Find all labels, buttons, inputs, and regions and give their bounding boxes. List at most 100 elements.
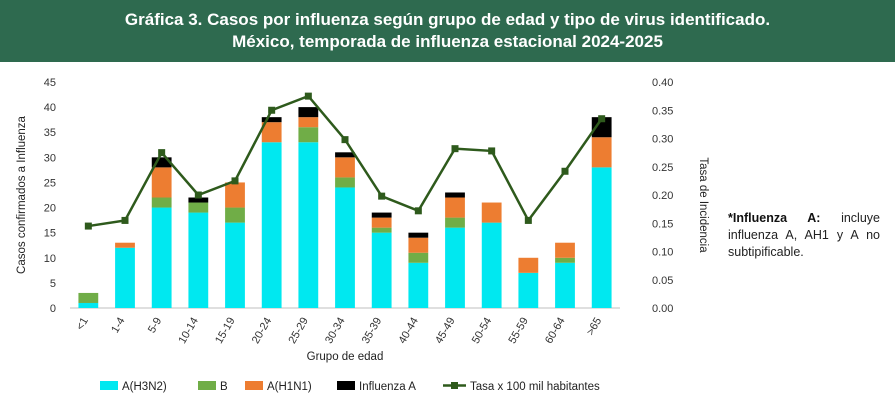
rate-point (158, 149, 166, 157)
influenza-age-chart: 0 5 10 15 20 25 30 35 40 45 0.00 0.05 0.10 0.15 0.20 0.… (16, 77, 709, 393)
rate-point (488, 147, 496, 155)
bar-segment-influenza-a (151, 157, 172, 168)
bar-segment-influenza-a (408, 232, 429, 238)
bar-segment-b (555, 257, 575, 263)
x-tick-label: 5-9 (146, 316, 164, 336)
x-tick-label: 45-49 (433, 316, 457, 346)
rate-point (341, 136, 349, 144)
rate-point (378, 192, 386, 200)
y2-tick-label: 0.05 (652, 275, 673, 287)
y2-tick-label: 0.10 (652, 247, 673, 259)
x-tick-label: 20-24 (250, 316, 274, 346)
bar-segment-b (408, 252, 429, 263)
bar-segment-influenza-a (188, 197, 209, 203)
y2-tick-label: 0.40 (652, 77, 673, 89)
bar-segment-a-h1n1- (518, 257, 539, 273)
y2-tick-label: 0.15 (652, 218, 673, 230)
y2-tick-label: 0.00 (652, 303, 673, 315)
bar-segment-a-h3n2- (115, 247, 135, 308)
bar-segment-influenza-a (445, 192, 465, 198)
bar-segment-a-h3n2- (445, 227, 465, 308)
bar-segment-influenza-a (335, 152, 355, 158)
bar-segment-a-h3n2- (408, 262, 429, 308)
bar-segment-a-h1n1- (261, 122, 282, 143)
y-tick-label: 25 (44, 177, 56, 189)
rate-point (561, 167, 569, 175)
bar-segment-a-h1n1- (298, 117, 319, 128)
rate-point (598, 115, 606, 123)
bar-segment-influenza-a (371, 212, 392, 218)
x-tick-label: 25-29 (286, 316, 310, 346)
rate-point (451, 145, 459, 153)
y2-tick-label: 0.30 (652, 134, 673, 146)
x-axis-title: Grupo de edad (307, 351, 384, 363)
legend-label: B (220, 381, 228, 393)
bar-segment-a-h1n1- (371, 217, 392, 228)
y-tick-label: 30 (44, 152, 56, 164)
legend-swatch (245, 381, 263, 390)
y2-tick-label: 0.35 (652, 105, 673, 117)
legend-swatch (100, 381, 118, 390)
bar-segment-b (445, 217, 465, 228)
rate-point (121, 216, 129, 224)
y-axis-title: Casos confirmados a Influenza (16, 115, 28, 273)
bar-segment-a-h3n2- (518, 272, 539, 308)
bar-segment-a-h3n2- (481, 222, 502, 308)
y2-axis-title: Tasa de Incidencia (697, 157, 709, 253)
chart-title-line-2: México, temporada de influenza estaciona… (232, 32, 663, 51)
y2-tick-label: 0.20 (652, 190, 673, 202)
rate-point (304, 92, 312, 100)
rate-point (231, 177, 239, 185)
bar-segment-b (225, 207, 245, 223)
influenza-a-footnote: *Influenza A: incluye influenza A, AH1 y… (728, 210, 880, 261)
bar-segment-a-h1n1- (408, 237, 429, 253)
legend-label: A(H3N2) (122, 381, 167, 393)
bar-segment-a-h1n1- (591, 137, 612, 168)
y-tick-label: 35 (44, 127, 56, 139)
x-tick-label: 1-4 (109, 316, 127, 336)
bar-segment-b (151, 197, 172, 208)
x-tick-label: 55-59 (506, 316, 530, 346)
bar-segment-a-h3n2- (371, 232, 392, 308)
x-tick-label: 50-54 (470, 315, 494, 345)
x-tick-label: 40-44 (396, 316, 420, 346)
x-tick-label: >65 (585, 316, 605, 338)
y-tick-label: 40 (44, 102, 56, 114)
bar-segment-a-h1n1- (151, 167, 172, 198)
x-tick-label: 30-34 (323, 316, 347, 346)
y-tick-label: 5 (50, 278, 56, 290)
chart-title-banner: Gráfica 3. Casos por influenza según gru… (0, 0, 895, 62)
legend-swatch (198, 381, 216, 390)
bar-segment-a-h1n1- (225, 182, 245, 208)
x-tick-label: 15-19 (213, 316, 237, 346)
x-tick-label: 60-64 (543, 316, 567, 346)
footnote-term: *Influenza A: (728, 211, 821, 225)
y-tick-label: 20 (44, 203, 56, 215)
rate-point (414, 207, 422, 215)
x-tick-label: 10-14 (176, 316, 200, 346)
bar-segment-b (371, 227, 392, 233)
y2-tick-label: 0.25 (652, 162, 673, 174)
bar-segment-a-h1n1- (445, 197, 465, 218)
bar-segment-a-h1n1- (335, 157, 355, 178)
y-tick-label: 10 (44, 253, 56, 265)
legend-label: Tasa x 100 mil habitantes (470, 381, 600, 393)
bar-segment-a-h3n2- (225, 222, 245, 308)
y-tick-label: 45 (44, 77, 56, 89)
bar-segment-a-h1n1- (481, 202, 502, 223)
bar-segment-influenza-a (591, 117, 612, 138)
bar-segment-a-h3n2- (78, 302, 99, 308)
legend-label: A(H1N1) (267, 381, 312, 393)
bar-segment-a-h3n2- (591, 167, 612, 308)
bar-segment-a-h3n2- (555, 262, 575, 308)
bar-segment-influenza-a (298, 107, 319, 118)
legend-label: Influenza A (359, 381, 416, 393)
chart-title-line-1: Gráfica 3. Casos por influenza según gru… (124, 10, 771, 29)
y-tick-label: 15 (44, 228, 56, 240)
bar-segment-a-h1n1- (555, 242, 575, 258)
bar-segment-a-h3n2- (151, 207, 172, 308)
bar-segment-b (78, 292, 99, 303)
rate-point (524, 216, 532, 224)
bar-segment-a-h3n2- (335, 187, 355, 308)
rate-point (84, 222, 92, 230)
